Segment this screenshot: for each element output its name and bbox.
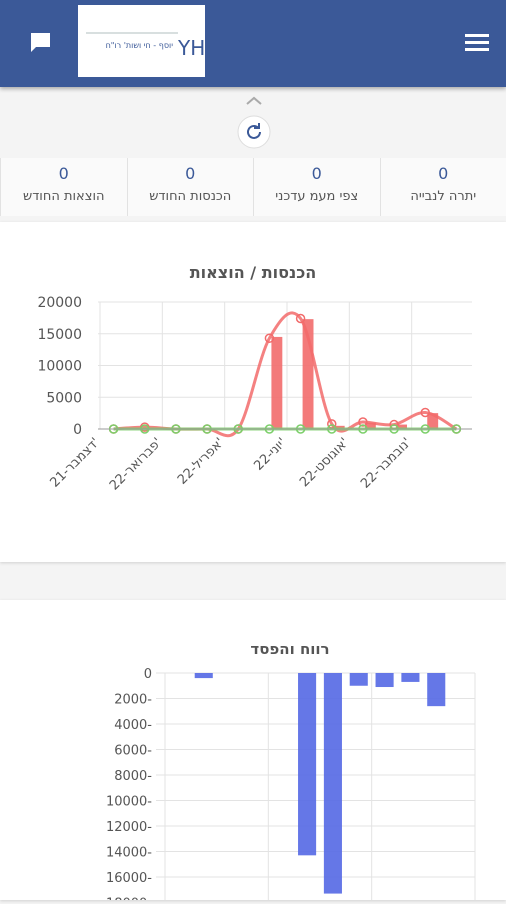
stat: 0 יתרה לנבייה (380, 158, 506, 216)
bar (324, 673, 342, 894)
x-tick-label: פברואר-22' (107, 435, 165, 493)
logo: יוסף - חי ושות' רו"ח YH (78, 5, 205, 77)
controls (228, 92, 280, 152)
bar (195, 673, 213, 678)
chart-card: הכנסות / הוצאות 0 5000 10000 15000 20000 דצמבר… (0, 222, 506, 562)
y-tick-label: 15000 (37, 327, 82, 343)
stat-value: 0 (254, 164, 380, 183)
y-tick-label: 6000- (114, 744, 152, 759)
y-tick-label: 8000- (114, 769, 152, 784)
y-tick-label: 18000- (106, 897, 152, 901)
stat: 0 הכנסות החודש (127, 158, 254, 216)
y-tick-label: 10000- (106, 795, 152, 810)
stat-label: הוצאות החודש (1, 189, 127, 204)
collapse-button[interactable] (247, 98, 261, 104)
y-tick-label: 10000 (37, 359, 82, 375)
y-tick-label: 12000- (106, 820, 152, 835)
y-tick-label: 5000 (46, 390, 82, 406)
bar (350, 673, 368, 686)
stat-label: הכנסות החודש (128, 189, 254, 204)
stat-value: 0 (381, 164, 506, 183)
logo-mark: YH (177, 36, 205, 60)
x-tick-label: אוגוסט-22' (297, 435, 352, 490)
x-tick-label: דצמבר-21' (47, 435, 102, 490)
menu-button[interactable] (465, 34, 489, 51)
refresh-button[interactable] (238, 116, 270, 148)
x-tick-label: נובמבר-22' (358, 435, 414, 491)
bar (401, 673, 419, 682)
logo-art: יוסף - חי ושות' רו"ח YH (78, 5, 205, 77)
stat-value: 0 (1, 164, 127, 183)
header-icons (0, 0, 506, 87)
line (114, 313, 457, 436)
chart-card: רווח והפסד 0 2000- 4000- 6000- 8000- 10000- 120… (0, 600, 506, 900)
stat-value: 0 (128, 164, 254, 183)
stat-label: צפי מעמ עדכני (254, 189, 380, 204)
bar (427, 673, 445, 706)
chart: הכנסות / הוצאות 0 5000 10000 15000 20000 דצמבר… (0, 222, 506, 562)
y-tick-label: 14000- (106, 846, 152, 861)
x-tick-label: אפריל-22' (175, 435, 228, 488)
bar (376, 673, 394, 687)
bar (298, 673, 316, 855)
chat-button[interactable] (31, 33, 50, 52)
x-tick-label: יוני-22' (251, 435, 289, 473)
y-tick-label: 0 (73, 422, 82, 438)
stat: 0 הוצאות החודש (0, 158, 127, 216)
y-tick-label: 2000- (114, 693, 152, 708)
y-tick-label: 20000 (37, 295, 82, 311)
y-tick-label: 16000- (106, 871, 152, 886)
header: יוסף - חי ושות' רו"ח YH (0, 0, 506, 87)
chart: רווח והפסד 0 2000- 4000- 6000- 8000- 10000- 120… (0, 600, 506, 900)
y-tick-label: 0 (144, 667, 152, 682)
stat-label: יתרה לנבייה (381, 189, 506, 204)
bar (271, 337, 282, 429)
y-tick-label: 4000- (114, 718, 152, 733)
chart-title: הכנסות / הוצאות (190, 263, 317, 282)
stat: 0 צפי מעמ עדכני (253, 158, 380, 216)
logo-text: יוסף - חי ושות' רו"ח (106, 41, 174, 50)
chart-title: רווח והפסד (250, 640, 329, 658)
